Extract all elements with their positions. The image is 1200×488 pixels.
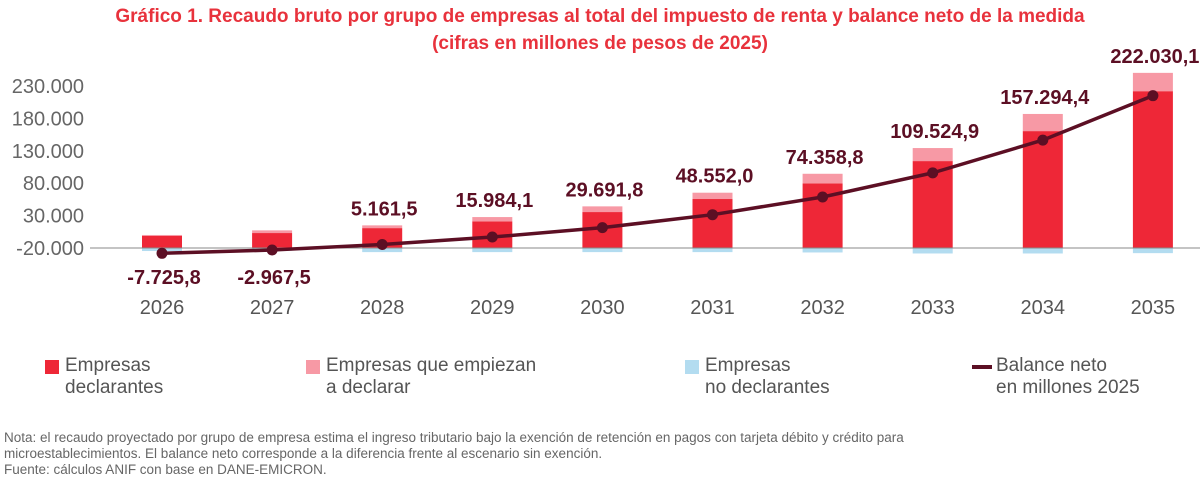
balance-line [161, 94, 1154, 256]
balance-data-label: 157.294,4 [1000, 87, 1090, 109]
y-tick-label: 130.000 [12, 141, 84, 163]
balance-point [156, 247, 168, 259]
bar-empiezan [692, 192, 733, 200]
bar-no-declarantes [802, 248, 843, 253]
balance-data-label: 109.524,9 [890, 121, 979, 143]
balance-point [486, 231, 498, 243]
bar-no-declarantes [582, 248, 623, 253]
bar-empiezan [912, 148, 953, 162]
balance-point [1147, 90, 1159, 102]
x-tick-label: 2034 [1021, 297, 1066, 319]
balance-point [266, 244, 278, 256]
legend-label: Balance neto [996, 355, 1107, 376]
legend-item-empiezan: Empresas que empiezan a declarar [306, 355, 586, 399]
legend-line-swatch [972, 365, 992, 369]
legend-label: Empresas [65, 355, 151, 376]
bar-declarantes [142, 235, 182, 248]
y-tick-label: 230.000 [12, 76, 84, 98]
balance-point [596, 222, 608, 234]
note-line1: Nota: el recaudo proyectado por grupo de… [4, 430, 904, 445]
bar-empiezan [472, 217, 513, 222]
balance-point [1037, 134, 1049, 146]
balance-data-label: 74.358,8 [786, 147, 864, 169]
balance-data-label: 5.161,5 [351, 198, 418, 220]
balance-point [927, 167, 939, 179]
balance-data-label: -2.967,5 [237, 267, 310, 289]
bar-empiezan [582, 206, 623, 213]
chart-title: Gráfico 1. Recaudo bruto por grupo de em… [0, 3, 1200, 57]
legend-item-balance: Balance neto en millones 2025 [972, 355, 1200, 399]
bar-no-declarantes [472, 248, 513, 253]
bar-declarantes [1022, 131, 1063, 248]
chart-title-line2: (cifras en millones de pesos de 2025) [432, 33, 768, 54]
x-tick-label: 2031 [690, 297, 735, 319]
bar-empiezan [1132, 72, 1173, 92]
legend-label: Empresas [705, 355, 791, 376]
bar-no-declarantes [1022, 248, 1063, 254]
x-tick-label: 2032 [800, 297, 845, 319]
legend-swatch [306, 360, 320, 374]
legend-label: a declarar [326, 377, 411, 398]
balance-point [707, 209, 718, 221]
bar-no-declarantes [912, 248, 953, 254]
legend-label: declarantes [65, 377, 164, 398]
chart-note: Nota: el recaudo proyectado por grupo de… [4, 430, 1194, 478]
bar-no-declarantes [362, 248, 403, 253]
x-tick-label: 2029 [470, 297, 515, 319]
x-tick-label: 2035 [1131, 297, 1176, 319]
balance-data-label: -7.725,8 [127, 267, 200, 289]
balance-data-label: 48.552,0 [676, 166, 754, 188]
balance-point [376, 238, 388, 250]
bar-no-declarantes [692, 248, 733, 253]
legend-swatch [45, 360, 59, 374]
y-tick-label: 30.000 [23, 206, 84, 228]
x-tick-label: 2033 [910, 297, 955, 319]
balance-point [817, 191, 829, 203]
bar-declarantes [692, 199, 733, 248]
bar-no-declarantes [1132, 248, 1173, 254]
x-tick-label: 2026 [140, 297, 185, 319]
bar-empiezan [802, 173, 843, 184]
note-line2: microestablecimientos. El balance neto c… [4, 446, 603, 461]
y-tick-label: -20.000 [16, 238, 84, 260]
balance-data-label: 29.691,8 [565, 179, 643, 201]
bar-empiezan [362, 225, 403, 229]
bar-empiezan [252, 230, 293, 234]
chart-title-line1: Gráfico 1. Recaudo bruto por grupo de em… [115, 6, 1085, 27]
x-tick-label: 2028 [360, 297, 405, 319]
bar-empiezan [142, 234, 182, 236]
bar-declarantes [1132, 91, 1173, 249]
x-tick-label: 2030 [580, 297, 625, 319]
legend-label: Empresas que empiezan [326, 355, 537, 376]
y-tick-label: 80.000 [23, 173, 84, 195]
balance-data-label: 222.030,1 [1110, 46, 1199, 68]
y-tick-label: 180.000 [12, 108, 84, 130]
x-tick-label: 2027 [250, 297, 295, 319]
legend-label: en millones 2025 [996, 377, 1140, 398]
legend-label: no declarantes [705, 377, 830, 398]
legend-swatch [685, 360, 699, 374]
chart: 230.000 180.000 130.000 80.000 30.000 -20.000… [12, 46, 1200, 319]
legend-item-no-declarantes: Empresas no declarantes [685, 355, 965, 399]
balance-data-label: 15.984,1 [455, 190, 533, 212]
bar-empiezan [1022, 113, 1063, 132]
note-source: Fuente: cálculos ANIF con base en DANE-E… [4, 462, 327, 477]
legend-item-declarantes: Empresas declarantes [45, 355, 325, 399]
bar-declarantes [252, 233, 293, 248]
